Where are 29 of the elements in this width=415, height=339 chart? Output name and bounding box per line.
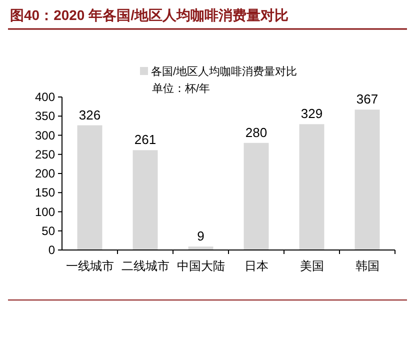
x-tick-label: 中国大陆 <box>176 259 225 273</box>
chart-title: 图40：2020 年各国/地区人均咖啡消费量对比 <box>10 7 288 23</box>
bar <box>132 150 158 250</box>
x-tick-label: 韩国 <box>355 259 380 273</box>
data-label: 261 <box>134 132 156 148</box>
legend-label: 各国/地区人均咖啡消费量对比 <box>151 65 298 78</box>
text: 单位：杯/年 <box>152 82 210 95</box>
bar <box>244 142 269 250</box>
bar <box>354 110 380 250</box>
data-label: 9 <box>197 228 204 244</box>
y-tick-label: 200 <box>34 166 56 180</box>
x-tick-label: 日本 <box>244 259 268 273</box>
y-tick-label: 0 <box>48 243 56 257</box>
x-tick-label: 美国 <box>300 259 324 273</box>
y-tick-label: 100 <box>34 204 56 219</box>
y-tick-label: 400 <box>34 90 56 104</box>
data-label: 367 <box>356 92 378 107</box>
data-label: 326 <box>78 107 101 122</box>
y-tick-label: 150 <box>34 186 56 200</box>
data-label: 329 <box>300 106 323 122</box>
y-tick-label: 350 <box>34 109 56 124</box>
y-tick-label: 50 <box>42 224 56 238</box>
data-label: 280 <box>245 124 268 140</box>
bar <box>299 124 324 250</box>
y-tick-label: 300 <box>34 128 56 142</box>
x-tick-label: 二线城市 <box>121 259 170 273</box>
y-tick-label: 250 <box>34 147 56 162</box>
x-tick-label: 一线城市 <box>66 259 114 273</box>
bar <box>77 125 102 250</box>
